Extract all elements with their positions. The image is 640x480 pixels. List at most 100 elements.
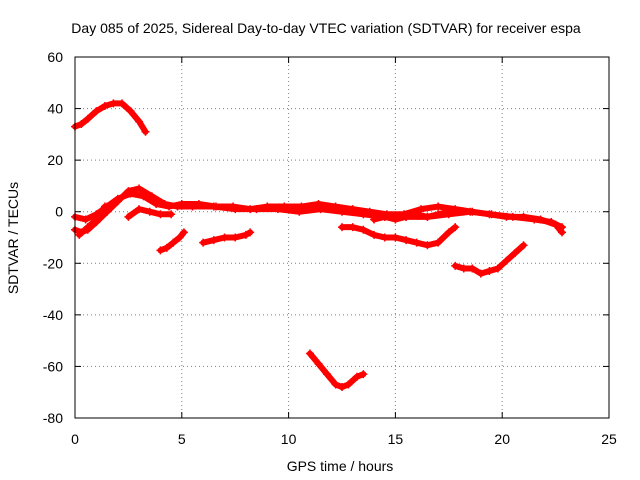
data-point (156, 246, 165, 255)
y-tick-label: 20 (47, 152, 63, 168)
data-point (124, 212, 133, 221)
data-point (417, 205, 426, 214)
data-point (423, 241, 432, 250)
data-point (175, 233, 184, 242)
data-point (338, 383, 346, 392)
data-point (126, 107, 135, 116)
series-arc-10 (370, 207, 453, 224)
data-point (229, 202, 238, 211)
data-point (83, 114, 92, 123)
series-arc-6 (156, 228, 188, 255)
data-point (305, 349, 314, 358)
series-trace (72, 100, 149, 135)
y-tick-label: -40 (43, 307, 63, 323)
data-point (109, 99, 118, 108)
data-point (81, 215, 90, 224)
data-point (444, 228, 453, 237)
data-point (220, 233, 229, 242)
data-point (209, 236, 218, 245)
data-point (323, 370, 332, 379)
data-point (493, 264, 502, 273)
data-point (348, 205, 357, 214)
data-point (451, 205, 460, 214)
data-point (280, 202, 289, 211)
series-arc-1 (71, 99, 150, 136)
y-tick-label: 0 (55, 204, 63, 220)
data-point (536, 215, 545, 224)
data-point (348, 223, 357, 232)
data-point (141, 127, 150, 136)
data-point (139, 192, 148, 201)
data-point (402, 212, 411, 221)
x-tick-label: 0 (71, 431, 79, 447)
data-point (246, 205, 255, 214)
data-point (391, 233, 400, 242)
data-point (459, 264, 468, 273)
data-point (331, 202, 340, 211)
data-point (444, 207, 453, 216)
tick-layer: 0 5 10 15 20 25 -80 -60 -40 -20 0 20 40 60 (43, 49, 617, 447)
data-point (179, 228, 188, 237)
data-point (113, 194, 122, 203)
data-point (246, 228, 255, 237)
data-point (502, 212, 511, 221)
plot-frame (74, 56, 610, 419)
x-tick-label: 20 (494, 431, 510, 447)
chart-title: Day 085 of 2025, Sidereal Day-to-day VTE… (71, 20, 581, 36)
data-point (468, 264, 477, 273)
data-point (117, 99, 126, 108)
data-point (231, 233, 240, 242)
data-point (145, 207, 154, 216)
data-point (331, 380, 340, 389)
series-arc-11 (451, 241, 528, 278)
data-point (135, 117, 144, 126)
data-point (164, 202, 173, 211)
data-point (359, 370, 368, 379)
data-point (92, 215, 101, 224)
y-tick-label: 40 (47, 101, 63, 117)
data-point (100, 101, 109, 110)
data-point (177, 199, 186, 208)
data-point (391, 215, 400, 224)
data-point (519, 241, 528, 250)
data-point (412, 210, 421, 219)
data-point (468, 207, 477, 216)
data-point (502, 256, 511, 265)
data-point (551, 220, 560, 229)
data-point (423, 212, 432, 221)
grid-layer (75, 57, 609, 418)
series-trace (306, 350, 367, 391)
data-point (485, 267, 494, 276)
data-point (135, 184, 144, 193)
data-layer (71, 99, 567, 392)
data-point (75, 230, 84, 239)
data-point (476, 269, 485, 278)
series-trace (76, 203, 108, 238)
series-arc-9 (338, 223, 460, 250)
data-point (77, 120, 86, 129)
data-point (519, 212, 528, 221)
data-point (370, 215, 379, 224)
series-arc-3 (71, 189, 567, 237)
data-point (434, 238, 443, 247)
y-tick-label: -20 (43, 255, 63, 271)
y-tick-label: 60 (47, 49, 63, 65)
data-point (297, 202, 306, 211)
series-arc-4 (75, 202, 109, 239)
data-point (314, 199, 323, 208)
series-arc-5 (124, 205, 176, 221)
data-point (100, 202, 109, 211)
data-point (558, 228, 567, 237)
x-tick-label: 5 (178, 431, 186, 447)
data-point (380, 233, 389, 242)
x-tick-label: 25 (601, 431, 617, 447)
data-point (485, 210, 494, 219)
data-point (352, 372, 361, 381)
x-tick-label: 15 (388, 431, 404, 447)
y-tick-label: -60 (43, 358, 63, 374)
data-point (169, 238, 178, 247)
series-arc-8 (305, 349, 368, 392)
data-point (451, 223, 460, 232)
data-point (380, 212, 389, 221)
